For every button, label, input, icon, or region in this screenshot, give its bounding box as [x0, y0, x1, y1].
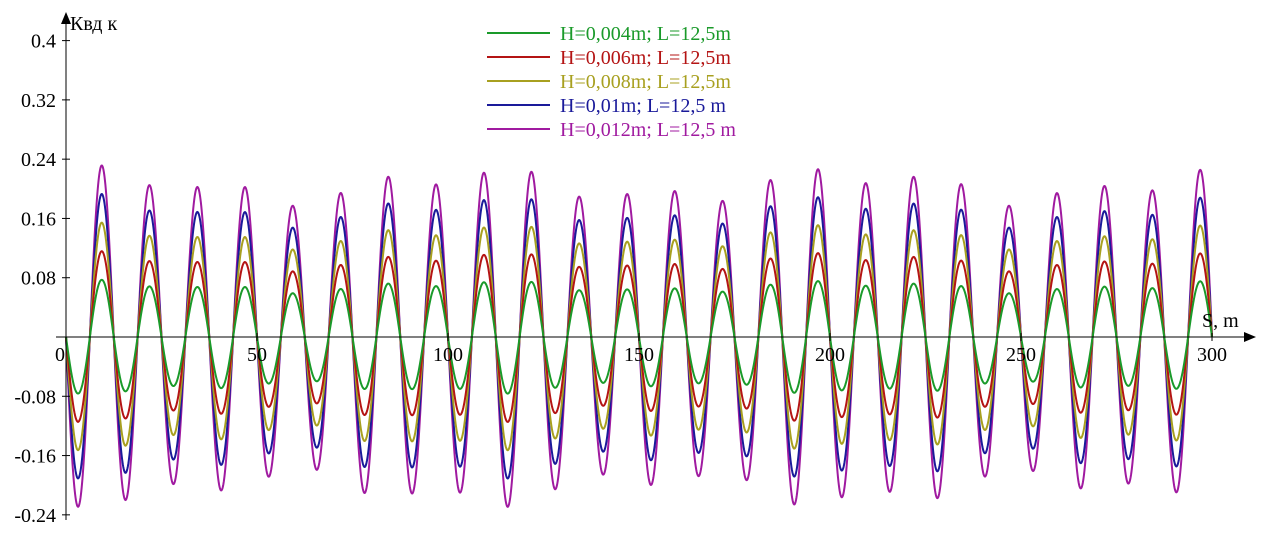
legend-label-1: H=0,004m; L=12,5m: [560, 23, 731, 45]
y-axis-arrow: [61, 12, 71, 24]
y-tick-label: -0.16: [14, 446, 56, 468]
x-tick-label: 100: [433, 344, 463, 366]
y-tick-label: 0.32: [21, 90, 56, 112]
x-tick-label: 300: [1197, 344, 1227, 366]
y-axis-title: Квд к: [70, 13, 117, 35]
y-tick-label: 0.4: [31, 31, 56, 53]
axes-layer: Квд к S, m: [56, 12, 1256, 520]
ticks-layer: 0.4 0.32 0.24 0.16 0.08 -0.08 -0.16 -0.24 0 50 100…: [14, 31, 1227, 527]
legend: H=0,004m; L=12,5mH=0,006m; L=12,5mH=0,00…: [487, 23, 736, 141]
y-tick-label: 0.24: [21, 149, 56, 171]
x-tick-label: 150: [624, 344, 654, 366]
x-axis-arrow: [1244, 332, 1256, 342]
legend-label-2: H=0,006m; L=12,5m: [560, 47, 731, 69]
x-tick-label: 50: [247, 344, 267, 366]
y-tick-label: -0.08: [14, 386, 56, 408]
legend-label-3: H=0,008m; L=12,5m: [560, 71, 731, 93]
legend-label-4: H=0,01m; L=12,5 m: [560, 95, 726, 117]
y-tick-label: 0.16: [21, 208, 56, 230]
x-tick-label: 0: [55, 344, 65, 366]
x-axis-title: S, m: [1202, 310, 1239, 332]
x-tick-label: 200: [815, 344, 845, 366]
y-tick-label: -0.24: [14, 505, 56, 527]
y-tick-label: 0.08: [21, 268, 56, 290]
x-tick-label: 250: [1006, 344, 1036, 366]
legend-label-5: H=0,012m; L=12,5 m: [560, 119, 736, 141]
